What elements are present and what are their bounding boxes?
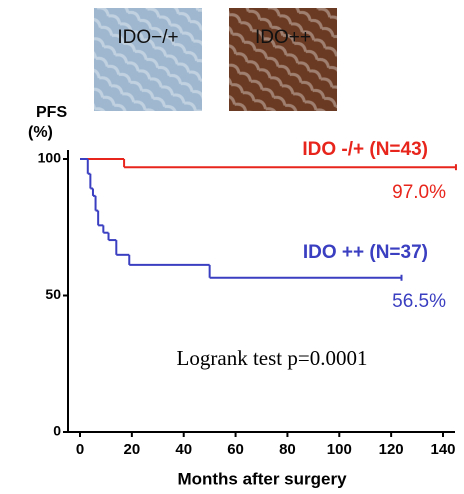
x-tick-label: 0 [76, 441, 84, 458]
x-tick-label: 80 [279, 441, 296, 458]
panel-label: IDO++ [255, 27, 311, 48]
value-label: 97.0% [392, 182, 446, 203]
x-label: Months after surgery [177, 469, 347, 488]
x-tick-label: 140 [430, 441, 455, 458]
x-tick-label: 120 [379, 441, 404, 458]
y-tick-label: 100 [38, 150, 62, 166]
y-tick-label: 0 [53, 423, 61, 439]
legend-label: IDO ++ (N=37) [303, 242, 428, 263]
annotation: Logrank test p=0.0001 [177, 346, 368, 370]
x-tick-label: 40 [175, 441, 192, 458]
x-tick-label: 100 [327, 441, 352, 458]
panel-texture [229, 8, 337, 111]
y-unit: (%) [28, 124, 53, 141]
legend-label: IDO -/+ (N=43) [302, 139, 428, 160]
x-tick-label: 60 [227, 441, 244, 458]
panel-label: IDO−/+ [117, 27, 178, 48]
chart: PFS (%) Months after surgery Logrank tes… [0, 0, 464, 494]
panel-texture [94, 8, 202, 111]
y-label: PFS [36, 104, 67, 121]
y-tick-label: 50 [45, 286, 61, 302]
value-label: 56.5% [392, 291, 446, 312]
x-tick-label: 20 [124, 441, 141, 458]
